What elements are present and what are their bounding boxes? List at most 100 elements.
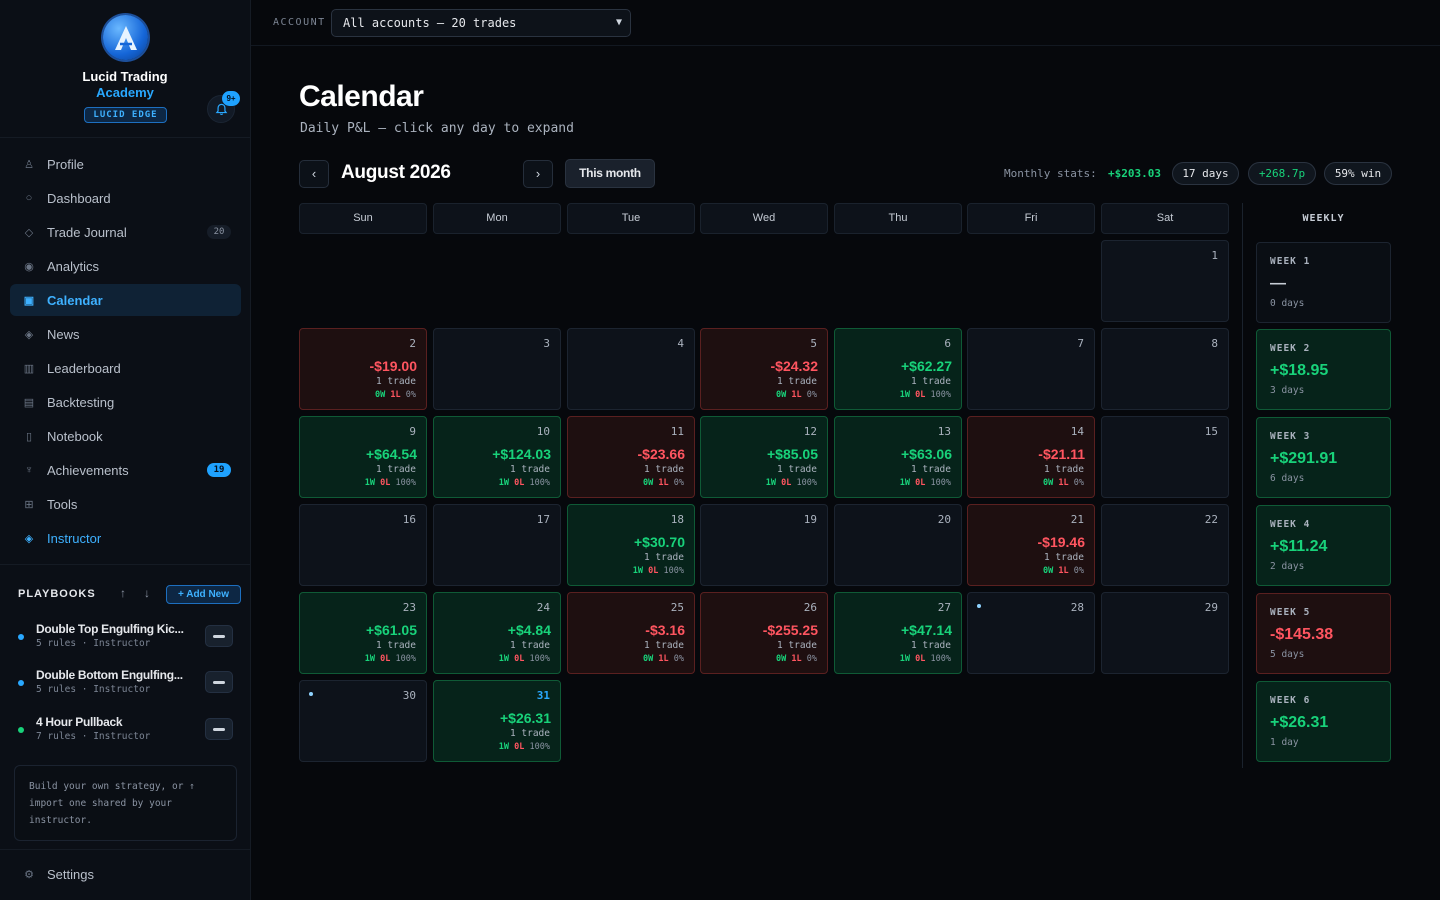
calendar-day-cell[interactable]: 12 +$85.05 1 trade 1W 0L 100% (700, 416, 828, 498)
calendar-day-cell[interactable]: 20 (834, 504, 962, 586)
calendar-day-cell[interactable]: 14 -$21.11 1 trade 0W 1L 0% (967, 416, 1095, 498)
monthly-pnl: +$203.03 (1108, 167, 1161, 180)
day-wins: 1W (899, 654, 911, 664)
day-trade-count: 1 trade (643, 464, 684, 475)
calendar-day-cell[interactable]: 27 +$47.14 1 trade 1W 0L 100% (834, 592, 962, 674)
calendar-day-cell[interactable]: 15 (1101, 416, 1229, 498)
calendar-day-cell[interactable]: 6 +$62.27 1 trade 1W 0L 100% (834, 328, 962, 410)
day-wins: 1W (632, 566, 644, 576)
sidebar-item-analytics[interactable]: ◉ Analytics (10, 250, 241, 282)
weekly-summary-card[interactable]: WEEK 1 — 0 days (1256, 242, 1391, 323)
account-label: ACCOUNT (273, 17, 326, 28)
sidebar-item-tools[interactable]: ⊞ Tools (10, 488, 241, 520)
weekly-summary-card[interactable]: WEEK 6 +$26.31 1 day (1256, 681, 1391, 762)
day-number: 28 (1070, 601, 1084, 614)
calendar-day-cell[interactable]: 24 +$4.84 1 trade 1W 0L 100% (433, 592, 561, 674)
week-days: 3 days (1270, 385, 1305, 396)
calendar-day-cell[interactable]: 11 -$23.66 1 trade 0W 1L 0% (567, 416, 695, 498)
backtesting-icon: ▤ (23, 396, 35, 409)
playbook-item[interactable]: 4 Hour Pullback 7 rules · Instructor (18, 715, 243, 751)
day-number: 27 (937, 601, 951, 614)
weekly-summary-card[interactable]: WEEK 5 -$145.38 5 days (1256, 593, 1391, 674)
week-label: WEEK 4 (1270, 519, 1311, 530)
calendar-day-cell[interactable]: 17 (433, 504, 561, 586)
day-pnl: -$3.16 (645, 622, 685, 638)
bell-icon (215, 103, 227, 115)
export-playbook-icon[interactable]: ↓ (144, 586, 150, 600)
day-pnl: +$63.06 (901, 446, 952, 462)
sidebar-item-label: Dashboard (47, 190, 111, 206)
chevron-down-icon: ▼ (615, 17, 622, 28)
playbook-toggle-button[interactable] (205, 718, 233, 740)
day-losses: 0L (781, 478, 792, 488)
academy-logo[interactable] (103, 15, 148, 60)
calendar-day-cell[interactable]: 22 (1101, 504, 1229, 586)
calendar-day-cell[interactable]: 13 +$63.06 1 trade 1W 0L 100% (834, 416, 962, 498)
weekly-summary-card[interactable]: WEEK 2 +$18.95 3 days (1256, 329, 1391, 410)
day-pnl: +$30.70 (634, 534, 685, 550)
day-losses: 0L (915, 654, 926, 664)
calendar-day-cell[interactable]: 2 -$19.00 1 trade 0W 1L 0% (299, 328, 427, 410)
day-wins: 1W (899, 478, 911, 488)
calendar-day-cell[interactable]: 4 (567, 328, 695, 410)
day-losses: 0L (514, 654, 525, 664)
sidebar-item-calendar[interactable]: ▣ Calendar (10, 284, 241, 316)
day-losses: 0L (514, 478, 525, 488)
sidebar-item-label: Leaderboard (47, 360, 121, 376)
calendar-day-cell[interactable]: 23 +$61.05 1 trade 1W 0L 100% (299, 592, 427, 674)
sidebar-item-dashboard[interactable]: ○ Dashboard (10, 182, 241, 214)
add-playbook-button[interactable]: + Add New (166, 585, 241, 604)
calendar-day-cell[interactable]: 16 (299, 504, 427, 586)
sidebar-item-profile[interactable]: ♙ Profile (10, 148, 241, 180)
day-wins: 0W (1043, 566, 1054, 576)
calendar-day-cell[interactable]: 10 +$124.03 1 trade 1W 0L 100% (433, 416, 561, 498)
playbook-meta: 7 rules · Instructor (36, 731, 151, 742)
sidebar-item-news[interactable]: ◈ News (10, 318, 241, 350)
calendar-day-cell[interactable]: 18 +$30.70 1 trade 1W 0L 100% (567, 504, 695, 586)
calendar-day-cell[interactable]: 31 +$26.31 1 trade 1W 0L 100% (433, 680, 561, 762)
playbook-toggle-button[interactable] (205, 671, 233, 693)
weekly-summary-card[interactable]: WEEK 4 +$11.24 2 days (1256, 505, 1391, 586)
playbooks-hint: Build your own strategy, or ↑ import one… (14, 765, 237, 841)
prev-month-button[interactable]: ‹ (299, 160, 329, 188)
sidebar-item-instructor[interactable]: ◈ Instructor (10, 522, 241, 554)
calendar-day-cell[interactable]: 9 +$64.54 1 trade 1W 0L 100% (299, 416, 427, 498)
weekly-summary-card[interactable]: WEEK 3 +$291.91 6 days (1256, 417, 1391, 498)
calendar-day-cell[interactable]: 8 (1101, 328, 1229, 410)
day-wins: 1W (765, 478, 777, 488)
calendar-day-cell[interactable]: 3 (433, 328, 561, 410)
day-number: 4 (677, 337, 684, 350)
sidebar-item-backtesting[interactable]: ▤ Backtesting (10, 386, 241, 418)
calendar-day-cell[interactable]: 5 -$24.32 1 trade 0W 1L 0% (700, 328, 828, 410)
calendar-day-cell[interactable]: 21 -$19.46 1 trade 0W 1L 0% (967, 504, 1095, 586)
sidebar-item-settings[interactable]: ⚙ Settings (10, 858, 241, 890)
day-number: 30 (402, 689, 416, 702)
playbook-item[interactable]: Double Top Engulfing Kic... 5 rules · Ins… (18, 622, 243, 658)
sidebar-item-notebook[interactable]: ▯ Notebook (10, 420, 241, 452)
day-number: 13 (937, 425, 951, 438)
calendar-day-cell[interactable]: 28 (967, 592, 1095, 674)
calendar-day-cell[interactable]: 25 -$3.16 1 trade 0W 1L 0% (567, 592, 695, 674)
playbook-toggle-button[interactable] (205, 625, 233, 647)
calendar-day-cell[interactable]: 26 -$255.25 1 trade 0W 1L 0% (700, 592, 828, 674)
day-number: 26 (803, 601, 817, 614)
day-trade-count: 1 trade (776, 376, 817, 387)
calendar-day-cell[interactable]: 30 (299, 680, 427, 762)
next-month-button[interactable]: › (523, 160, 553, 188)
sidebar-item-trade-journal[interactable]: ◇ Trade Journal 20 (10, 216, 241, 248)
this-month-button[interactable]: This month (565, 159, 655, 188)
account-select[interactable]: All accounts — 20 trades ▼ (331, 9, 631, 37)
calendar-day-cell[interactable]: 7 (967, 328, 1095, 410)
day-number: 1 (1211, 249, 1218, 262)
import-playbook-icon[interactable]: ↑ (120, 586, 126, 600)
week-pnl: +$11.24 (1270, 538, 1328, 555)
sidebar-item-leaderboard[interactable]: ▥ Leaderboard (10, 352, 241, 384)
day-winrate: 100% (930, 654, 951, 664)
day-winrate: 100% (529, 654, 550, 664)
playbook-item[interactable]: Double Bottom Engulfing... 5 rules · Inst… (18, 668, 243, 704)
calendar-day-cell[interactable]: 29 (1101, 592, 1229, 674)
day-losses: 0L (514, 742, 525, 752)
sidebar-item-achievements[interactable]: ♆ Achievements 19 (10, 454, 241, 486)
calendar-day-cell[interactable]: 19 (700, 504, 828, 586)
calendar-day-cell[interactable]: 1 (1101, 240, 1229, 322)
